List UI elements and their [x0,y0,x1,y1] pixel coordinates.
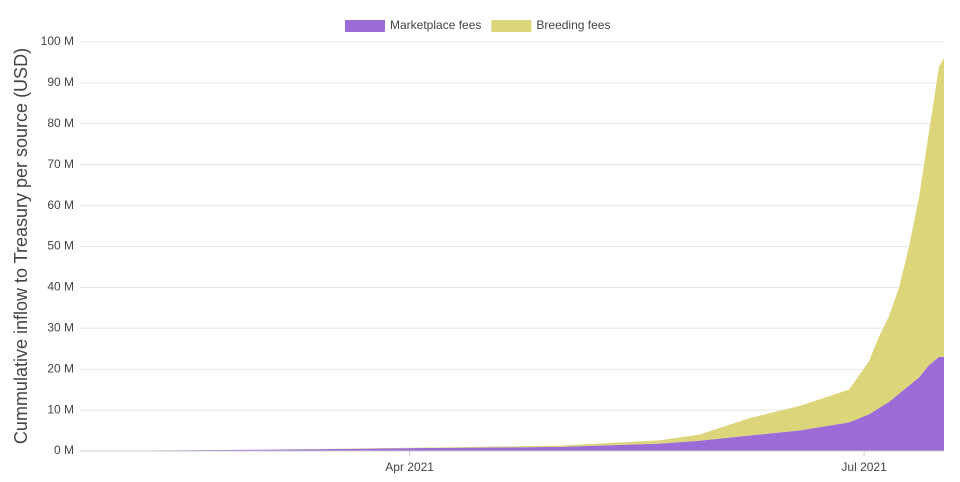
area [80,58,944,452]
area [80,356,944,451]
y-tick-label: 10 M [47,402,74,416]
x-tick-label: Apr 2021 [385,460,434,474]
y-tick-label: 30 M [47,320,74,334]
y-axis-label: Cummulative inflow to Treasury per sourc… [11,48,31,444]
legend-swatch [345,20,385,32]
y-tick-label: 90 M [47,75,74,89]
y-tick-label: 80 M [47,116,74,130]
y-tick-label: 70 M [47,157,74,171]
x-tick-label: Jul 2021 [841,460,887,474]
y-tick-label: 60 M [47,198,74,212]
y-tick-label: 0 M [54,443,74,457]
legend-label: Breeding fees [536,18,610,32]
y-tick-label: 50 M [47,239,74,253]
legend-label: Marketplace fees [390,18,481,32]
legend-swatch [491,20,532,32]
y-tick-label: 40 M [47,280,74,294]
y-tick-label: 20 M [47,361,74,375]
y-tick-label: 100 M [41,34,74,48]
